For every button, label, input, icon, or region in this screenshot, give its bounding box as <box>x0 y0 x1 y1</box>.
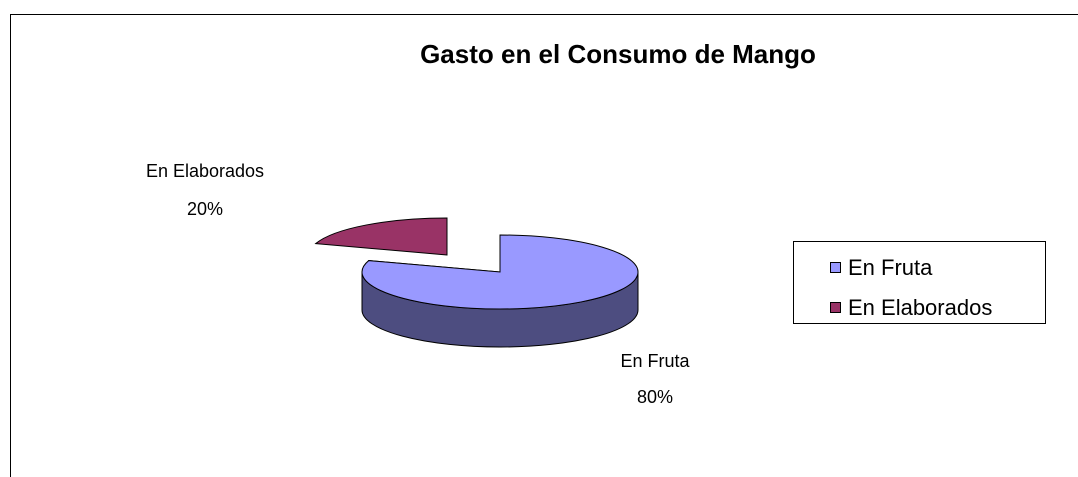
slice <box>314 217 448 256</box>
slice-value-label: 80% <box>637 387 673 407</box>
chart-title: Gasto en el Consumo de Mango <box>420 39 816 69</box>
slice <box>361 234 639 310</box>
slice-label: En Elaborados <box>146 161 264 181</box>
legend-label: En Fruta <box>848 255 933 280</box>
slice-value-label: 20% <box>187 199 223 219</box>
slice-label: En Fruta <box>620 351 690 371</box>
legend-label: En Elaborados <box>848 295 992 320</box>
legend-swatch <box>830 302 841 313</box>
legend-swatch <box>830 262 841 273</box>
